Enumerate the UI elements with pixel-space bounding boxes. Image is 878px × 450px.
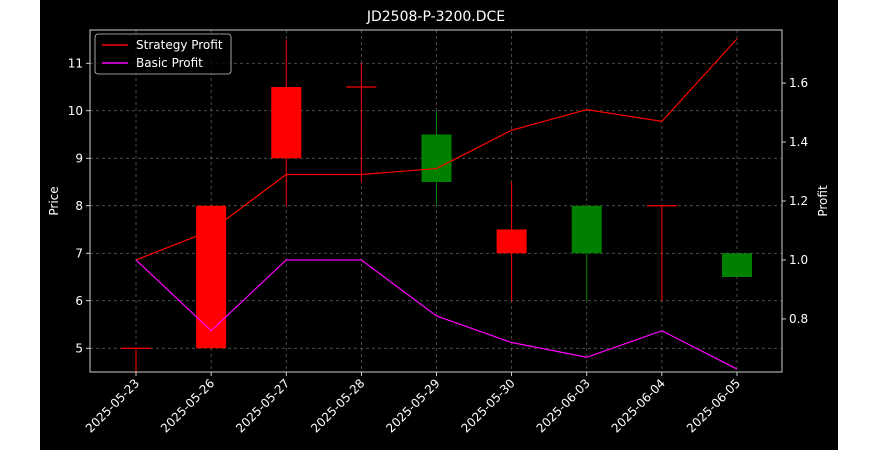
candle-body bbox=[271, 87, 302, 159]
candle-body bbox=[421, 134, 452, 182]
candle-2025-05-23 bbox=[121, 347, 151, 372]
legend: Strategy Profit Basic Profit bbox=[94, 33, 232, 75]
candle-2025-06-04 bbox=[646, 205, 677, 301]
candlestick-series bbox=[121, 39, 752, 372]
chart-background bbox=[40, 0, 838, 450]
y-axis-left: 5 6 7 8 9 10 11 bbox=[68, 56, 90, 355]
legend-box bbox=[94, 33, 232, 75]
series-line-0 bbox=[135, 38, 738, 261]
candle-body bbox=[722, 253, 752, 277]
y-tick-label-5: 10 bbox=[68, 104, 83, 118]
candle-2025-05-30 bbox=[496, 182, 527, 301]
legend-label-0: Strategy Profit bbox=[136, 38, 223, 52]
candle-2025-06-05 bbox=[722, 253, 752, 277]
legend-label-1: Basic Profit bbox=[136, 56, 203, 70]
y2-tick-label-0: 0.8 bbox=[789, 312, 808, 326]
candle-2025-05-29 bbox=[421, 110, 452, 206]
candle-2025-06-03 bbox=[571, 205, 602, 301]
y2-tick-label-3: 1.4 bbox=[789, 135, 808, 149]
y-tick-label-4: 9 bbox=[75, 151, 83, 165]
profit-lines bbox=[135, 38, 738, 370]
chart-title: JD2508-P-3200.DCE bbox=[366, 9, 505, 25]
y-tick-label-0: 5 bbox=[75, 341, 83, 355]
y-axis-right: 0.8 1.0 1.2 1.4 1.6 bbox=[782, 76, 808, 326]
y-tick-label-6: 11 bbox=[68, 56, 83, 70]
y-tick-label-3: 8 bbox=[75, 199, 83, 213]
y2-tick-label-2: 1.2 bbox=[789, 194, 808, 208]
y2-tick-label-4: 1.6 bbox=[789, 76, 808, 90]
y2-tick-label-1: 1.0 bbox=[789, 253, 808, 267]
y-tick-label-1: 6 bbox=[75, 294, 83, 308]
candle-body bbox=[496, 229, 527, 254]
y-axis-label: Price bbox=[47, 186, 61, 215]
candle-body bbox=[571, 205, 602, 254]
candle-2025-05-26 bbox=[196, 205, 227, 349]
y2-axis-label: Profit bbox=[816, 185, 830, 217]
candle-body bbox=[196, 205, 227, 349]
candle-2025-05-27 bbox=[271, 39, 302, 206]
candle-2025-05-28 bbox=[346, 63, 377, 182]
y-tick-label-2: 7 bbox=[75, 246, 83, 260]
series-line-1 bbox=[135, 259, 738, 370]
